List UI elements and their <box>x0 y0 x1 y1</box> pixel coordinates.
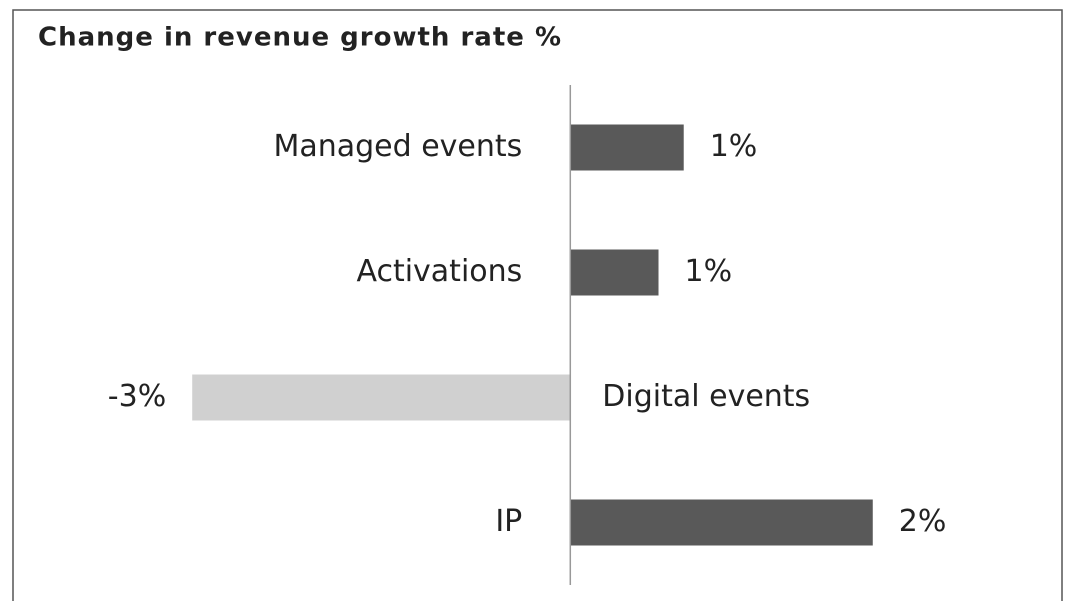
data-label: 1% <box>685 254 733 289</box>
chart-title: Change in revenue growth rate % <box>38 23 562 53</box>
category-label: IP <box>495 504 522 539</box>
bar <box>570 249 659 296</box>
data-label: -3% <box>108 379 166 414</box>
category-label: Activations <box>356 254 522 289</box>
bar <box>192 374 571 421</box>
category-label: Managed events <box>273 129 522 164</box>
bar <box>570 499 873 546</box>
bar <box>570 124 684 171</box>
category-label: Digital events <box>602 379 810 414</box>
data-label: 1% <box>710 129 758 164</box>
data-label: 2% <box>899 504 947 539</box>
frame <box>12 9 1063 601</box>
